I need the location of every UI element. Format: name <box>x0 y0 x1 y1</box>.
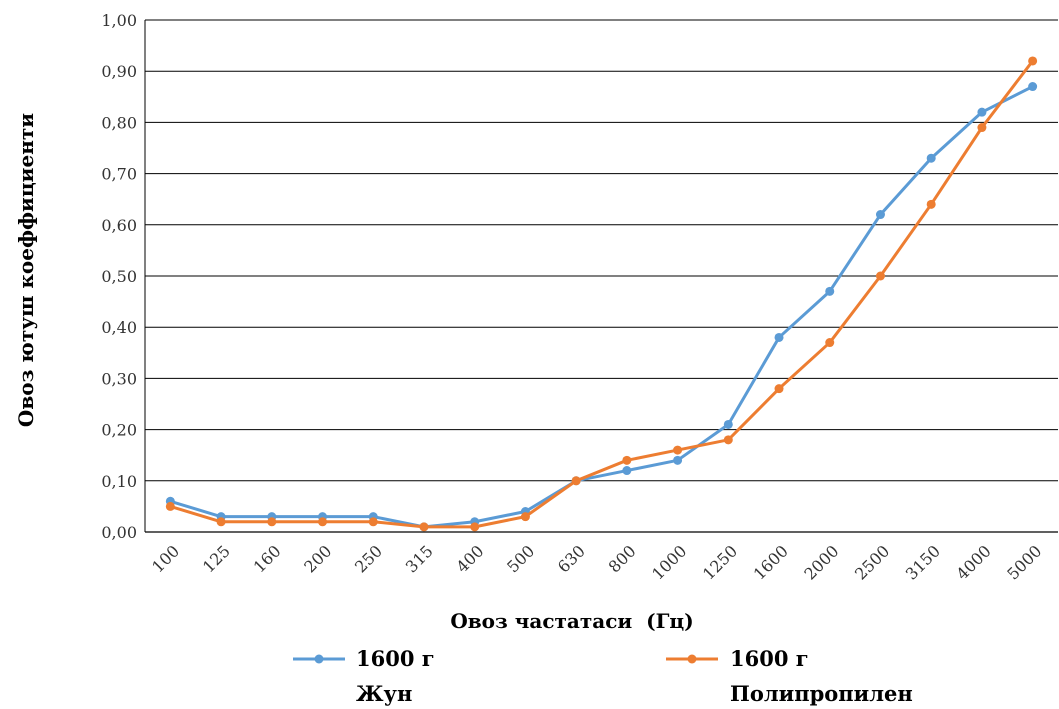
data-point-series-2 <box>368 517 378 527</box>
data-point-series-1 <box>875 210 885 220</box>
x-tick-label: 160 <box>250 541 285 576</box>
y-axis-title: Овоз ютуш коеффициенти <box>14 113 38 427</box>
grid-lines <box>144 19 1058 533</box>
data-point-series-2 <box>926 199 936 209</box>
y-tick-label: 0,60 <box>101 216 137 235</box>
data-point-series-1 <box>673 455 683 465</box>
x-tick-label: 2500 <box>851 541 893 583</box>
x-tick-label: 1600 <box>750 541 792 583</box>
legend-item-series-2: 1600 г Полипропилен <box>666 646 913 706</box>
data-point-series-2 <box>267 517 277 527</box>
y-tick-label: 0,50 <box>101 267 137 286</box>
x-tick-label: 400 <box>452 541 487 576</box>
data-point-series-2 <box>977 123 987 133</box>
x-tick-label: 5000 <box>1003 541 1045 583</box>
legend-label-series-2-line1: 1600 г <box>730 646 809 671</box>
y-tick-label: 1,00 <box>101 11 137 30</box>
x-tick-label: 200 <box>300 541 335 576</box>
x-tick-label: 100 <box>148 541 183 576</box>
series-layer <box>165 56 1038 532</box>
data-point-series-1 <box>723 419 733 429</box>
data-point-series-2 <box>318 517 328 527</box>
x-tick-label: 800 <box>605 541 640 576</box>
legend-item-series-1: 1600 г Жун <box>293 646 435 706</box>
x-tick-label: 1000 <box>648 541 690 583</box>
x-tick-label: 2000 <box>800 541 842 583</box>
legend-marker-dot-series-2 <box>687 654 697 664</box>
x-tick-label: 1250 <box>699 541 741 583</box>
x-tick-label: 4000 <box>953 541 995 583</box>
x-axis-ticks: 100 125 160 200 250 315 400 500 630 800 1000 1250 16… <box>148 541 1045 583</box>
data-point-series-1 <box>1028 82 1038 92</box>
data-point-series-2 <box>520 512 530 522</box>
data-point-series-2 <box>470 522 480 532</box>
x-axis-title: Овоз частатаси (Гц) <box>450 609 693 633</box>
x-tick-label: 315 <box>402 541 437 576</box>
legend: 1600 г Жун 1600 г Полипропилен <box>293 646 913 706</box>
y-tick-label: 0,30 <box>101 369 137 388</box>
data-point-series-2 <box>1028 56 1038 66</box>
data-point-series-2 <box>216 517 226 527</box>
data-point-series-2 <box>622 455 632 465</box>
legend-label-series-2-line2: Полипропилен <box>730 681 913 706</box>
y-tick-label: 0,20 <box>101 421 137 440</box>
series-line-2 <box>168 59 1035 529</box>
legend-label-series-1-line1: 1600 г <box>356 646 435 671</box>
data-point-series-1 <box>825 286 835 296</box>
y-axis-ticks: 0,00 0,10 0,20 0,30 0,40 0,50 0,60 0,70 0,80 0,90… <box>101 11 137 542</box>
data-point-series-2 <box>825 338 835 348</box>
series-line-1 <box>168 85 1035 529</box>
data-point-series-2 <box>774 384 784 394</box>
x-tick-label: 3150 <box>902 541 944 583</box>
x-tick-label: 125 <box>199 541 234 576</box>
data-point-series-2 <box>723 435 733 445</box>
y-tick-label: 0,10 <box>101 472 137 491</box>
legend-label-series-1-line2: Жун <box>356 681 412 706</box>
data-point-series-2 <box>673 445 683 455</box>
y-tick-label: 0,40 <box>101 318 137 337</box>
x-tick-label: 250 <box>351 541 386 576</box>
data-point-series-1 <box>926 153 936 163</box>
x-tick-label: 630 <box>554 541 589 576</box>
y-tick-label: 0,90 <box>101 62 137 81</box>
data-point-series-1 <box>977 107 987 117</box>
data-point-series-2 <box>875 271 885 281</box>
data-point-series-2 <box>571 476 581 486</box>
legend-marker-dot-series-1 <box>314 654 324 664</box>
y-tick-label: 0,00 <box>101 523 137 542</box>
y-tick-label: 0,70 <box>101 165 137 184</box>
data-point-series-1 <box>622 466 632 476</box>
y-tick-label: 0,80 <box>101 113 137 132</box>
data-point-series-2 <box>165 501 175 511</box>
data-point-series-2 <box>419 522 429 532</box>
x-tick-label: 500 <box>503 541 538 576</box>
data-point-series-1 <box>774 332 784 342</box>
